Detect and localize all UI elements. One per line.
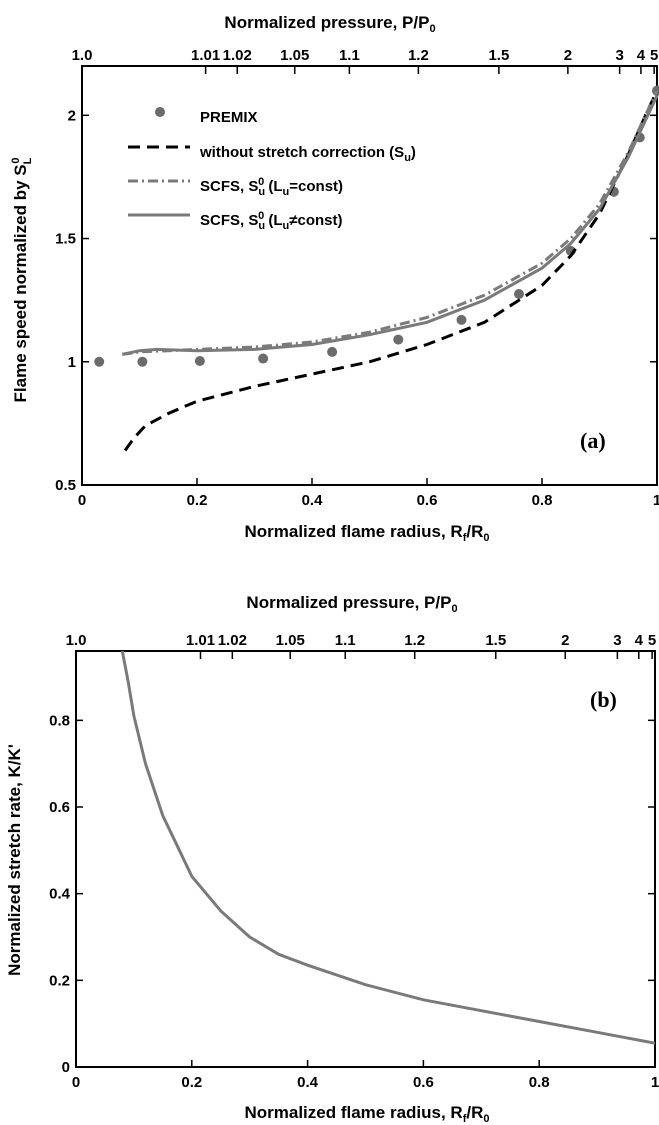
top-tick-label: 1.2 [404, 632, 425, 649]
x-tick-label: 0.8 [529, 1074, 550, 1091]
panel-a-series [94, 85, 659, 452]
top-tick-label: 1.2 [408, 47, 429, 64]
plot-frame [81, 65, 658, 486]
top-tick-label: 5 [650, 47, 658, 64]
legend-label-scfs-nonconst: SCFS, Su0 (Lu≠const) [200, 210, 343, 232]
y-tick-label: 0.8 [49, 712, 70, 729]
panel-b-top-axis-title: Normalized pressure, P/P0 [246, 593, 457, 615]
panel-b-series [120, 650, 656, 1045]
legend-label-without-stretch: without stretch correction (Su) [199, 144, 416, 164]
top-tick-label: 5 [648, 632, 656, 649]
data-point [393, 334, 404, 345]
panel-b-axes: 0 0.2 0.4 0.6 0.8 1 0 0.2 0.4 0.6 0.8 [49, 650, 659, 1091]
data-point [514, 288, 524, 299]
data-point [137, 356, 148, 367]
panel-a-x-axis-title: Normalized flame radius, Rf/R0 [244, 522, 489, 544]
panel-a-axes: 0 0.2 0.4 0.6 0.8 1 0.5 1 1.5 2 [55, 65, 659, 509]
x-tick-label: 0.2 [187, 492, 208, 509]
top-tick-label: 3 [613, 632, 621, 649]
top-tick-label: 1.0 [72, 47, 93, 64]
panel-b-x-axis-title: Normalized flame radius, Rf/R0 [244, 1103, 489, 1125]
panel-a-label: (a) [580, 428, 606, 453]
y-tick-label: 2 [68, 107, 76, 124]
x-tick-label: 0.2 [181, 1074, 202, 1091]
x-tick-label: 0.8 [532, 492, 553, 509]
x-tick-label: 0.6 [417, 492, 438, 509]
panel-a-legend: PREMIX without stretch correction (Su) SCF… [128, 107, 416, 232]
legend-marker [155, 107, 165, 117]
panel-b-label: (b) [590, 687, 617, 712]
top-tick-label: 1.05 [276, 632, 305, 649]
x-tick-label: 0.6 [413, 1074, 434, 1091]
top-tick-label: 1.5 [488, 47, 509, 64]
series-line [120, 650, 656, 1045]
x-tick-label: 1 [653, 492, 659, 509]
y-tick-label: 0.5 [55, 477, 76, 494]
top-tick-label: 1.0 [66, 632, 87, 649]
top-tick-label: 4 [637, 47, 646, 64]
legend-label-premix: PREMIX [200, 109, 258, 126]
panel-a-top-tick-labels: 1.0 1.01 1.02 1.05 1.1 1.2 1.5 2 3 4 5 [72, 47, 658, 74]
data-point [194, 356, 205, 367]
top-tick-label: 3 [615, 47, 623, 64]
data-point [94, 356, 105, 367]
y-tick-label: 1.5 [55, 231, 76, 248]
panel-a-chart: Normalized pressure, P/P0 1.0 1.01 1.02 1.0… [10, 13, 659, 544]
series-line [121, 94, 659, 356]
x-tick-label: 0.4 [302, 492, 324, 509]
y-tick-label: 0.6 [49, 799, 70, 816]
x-tick-label: 0 [78, 492, 86, 509]
top-tick-label: 1.1 [339, 47, 360, 64]
top-tick-label: 1.1 [335, 632, 356, 649]
top-tick-label: 1.01 [191, 47, 220, 64]
top-tick-label: 1.02 [218, 632, 247, 649]
y-tick-label: 0 [62, 1059, 70, 1076]
x-tick-label: 0.4 [297, 1074, 319, 1091]
top-tick-label: 1.5 [485, 632, 506, 649]
top-tick-label: 1.05 [280, 47, 309, 64]
x-tick-label: 0 [72, 1074, 80, 1091]
top-tick-label: 2 [564, 47, 572, 64]
panel-b-chart: Normalized pressure, P/P0 1.0 1.01 1.02 1.0… [5, 593, 659, 1125]
top-tick-label: 4 [635, 632, 644, 649]
top-tick-label: 1.02 [223, 47, 252, 64]
top-tick-label: 1.01 [186, 632, 215, 649]
data-point [456, 314, 467, 325]
plot-frame [75, 650, 656, 1068]
legend-label-scfs-const: SCFS, Su0 (Lu=const) [200, 176, 343, 198]
data-point [258, 353, 269, 364]
y-tick-label: 0.4 [49, 886, 71, 903]
x-tick-label: 1 [651, 1074, 659, 1091]
panel-b-top-tick-labels: 1.0 1.01 1.02 1.05 1.1 1.2 1.5 2 3 4 5 [66, 632, 656, 659]
panel-a-top-axis-title: Normalized pressure, P/P0 [224, 13, 435, 35]
top-tick-label: 2 [561, 632, 569, 649]
y-tick-label: 1 [68, 354, 76, 371]
data-point [327, 346, 338, 357]
panel-b-y-axis-title: Normalized stretch rate, K/K' [5, 744, 24, 976]
y-tick-label: 0.2 [49, 972, 70, 989]
panel-a-y-axis-title: Flame speed normalized by SL0 [10, 157, 34, 402]
